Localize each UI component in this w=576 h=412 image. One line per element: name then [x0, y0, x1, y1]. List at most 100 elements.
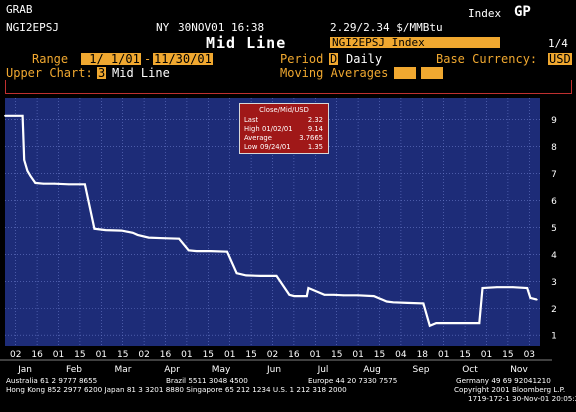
- data-point: [131, 231, 134, 234]
- x-tick-label: 15: [203, 350, 214, 360]
- page-indicator: 1/4: [548, 37, 568, 50]
- market-sector-label: Index: [468, 7, 502, 20]
- data-point: [162, 237, 165, 240]
- x-tick-label: 16: [31, 350, 43, 360]
- y-tick-label: 1: [551, 332, 557, 342]
- y-tick-label: 4: [551, 251, 557, 261]
- footer-contact-4: Germany 49 69 92041210: [456, 376, 551, 385]
- data-point: [305, 295, 308, 297]
- range-end-field[interactable]: 11/30/01: [153, 52, 213, 66]
- y-tick-label: 3: [551, 278, 557, 288]
- data-point: [235, 272, 238, 275]
- y-axis-ticks: 1 2 3 4 5 6 7 8 9: [551, 116, 557, 342]
- period-value: Daily: [346, 52, 383, 66]
- footer-timestamp: 1719-172-1 30-Nov-01 20:05:26: [468, 394, 576, 403]
- x-tick-label: 01: [310, 350, 321, 360]
- data-point: [226, 250, 228, 253]
- stats-row-label: Last: [244, 116, 259, 124]
- data-point: [187, 249, 190, 252]
- data-point: [23, 159, 26, 161]
- x-tick-label: 18: [417, 350, 429, 360]
- x-tick-label: 15: [245, 350, 256, 360]
- x-axis: 02 16 01 15 01 15 02 16 01 15 01 15 02 16 01 15 01 15 04 18…: [0, 350, 552, 375]
- data-point: [406, 302, 409, 304]
- series-line: [5, 114, 538, 328]
- controls-band-line: [5, 93, 572, 94]
- footer-contact-3: Europe 44 20 7330 7575: [308, 376, 398, 385]
- upper-chart-label: Upper Chart:: [6, 66, 93, 80]
- data-point: [373, 295, 375, 297]
- period-label: Period: [280, 52, 324, 66]
- period-code-field[interactable]: D: [329, 52, 339, 66]
- footer-contact-5: Hong Kong 852 2977 6200 Japan 81 3 3201 …: [6, 385, 347, 394]
- data-point: [68, 183, 70, 186]
- market-sector-key[interactable]: GP: [514, 4, 531, 20]
- range-dash: -: [144, 52, 152, 66]
- data-point: [446, 322, 449, 324]
- data-point: [428, 324, 431, 327]
- stats-row-date: 01/02/01: [262, 125, 293, 133]
- ticker-code: NGI2EPSJ: [6, 21, 59, 34]
- moving-average-field-2[interactable]: [421, 67, 443, 79]
- x-tick-label: 02: [10, 350, 21, 360]
- x-month-label: Jan: [17, 365, 32, 375]
- security-field[interactable]: NGI2EPSJ Index: [330, 37, 500, 48]
- x-tick-label: 01: [481, 350, 492, 360]
- x-tick-label: 01: [53, 350, 64, 360]
- y-tick-label: 7: [551, 170, 557, 180]
- stats-row-value: 3.7665: [299, 134, 323, 142]
- data-point: [275, 275, 278, 277]
- data-point: [120, 229, 123, 232]
- x-month-label: Aug: [363, 365, 381, 375]
- stats-title: Close/Mid/USD: [259, 106, 309, 114]
- data-point: [357, 294, 359, 297]
- data-point: [385, 300, 388, 303]
- data-point: [462, 322, 465, 324]
- data-point: [210, 250, 212, 253]
- data-point: [4, 114, 6, 117]
- x-tick-label: 02: [267, 350, 278, 360]
- x-tick-label: 16: [288, 350, 300, 360]
- data-point: [481, 287, 484, 289]
- data-point: [496, 286, 498, 289]
- data-point: [26, 169, 29, 172]
- x-month-label: Jul: [317, 365, 329, 375]
- x-tick-label: 16: [160, 350, 172, 360]
- data-point: [288, 293, 291, 296]
- currency-label: Base Currency:: [436, 52, 538, 66]
- upper-chart-code-field[interactable]: 3: [97, 66, 107, 80]
- stats-row-value: 2.32: [307, 116, 323, 124]
- x-tick-label: 01: [438, 350, 449, 360]
- controls-band-frame: [5, 80, 572, 94]
- footer-contact-1: Australia 61 2 9777 8655: [6, 376, 98, 385]
- stats-row-label: Average: [244, 134, 272, 142]
- x-tick-label: 01: [224, 350, 235, 360]
- x-month-label: Mar: [115, 365, 132, 375]
- x-month-label: Jun: [266, 365, 281, 375]
- data-point: [104, 229, 107, 232]
- location-label: NY: [156, 21, 170, 34]
- x-tick-label: 03: [524, 350, 535, 360]
- data-point: [392, 301, 394, 304]
- stats-row-label: Low: [244, 143, 258, 151]
- x-tick-label: 15: [374, 350, 385, 360]
- y-tick-label: 9: [551, 116, 557, 126]
- x-tick-label: 04: [395, 350, 407, 360]
- x-month-label: Nov: [510, 365, 528, 375]
- footer-copyright: Copyright 2001 Bloomberg L.P.: [454, 385, 566, 394]
- data-point: [478, 322, 481, 324]
- x-tick-label: 01: [181, 350, 192, 360]
- moving-averages-label: Moving Averages: [280, 66, 389, 80]
- data-point: [535, 298, 538, 301]
- data-point: [245, 274, 248, 277]
- data-point: [147, 236, 150, 239]
- stats-row-label: High: [244, 125, 260, 133]
- range-start-field[interactable]: 1/ 1/01: [81, 52, 141, 66]
- moving-average-field-1[interactable]: [394, 67, 416, 79]
- x-tick-label: 15: [74, 350, 85, 360]
- currency-field[interactable]: USD: [548, 52, 572, 66]
- x-month-label: Apr: [164, 365, 180, 375]
- data-point: [178, 237, 181, 240]
- stats-box: Close/Mid/USD Last 2.32 High 01/02/01 9.14 Av…: [239, 103, 329, 154]
